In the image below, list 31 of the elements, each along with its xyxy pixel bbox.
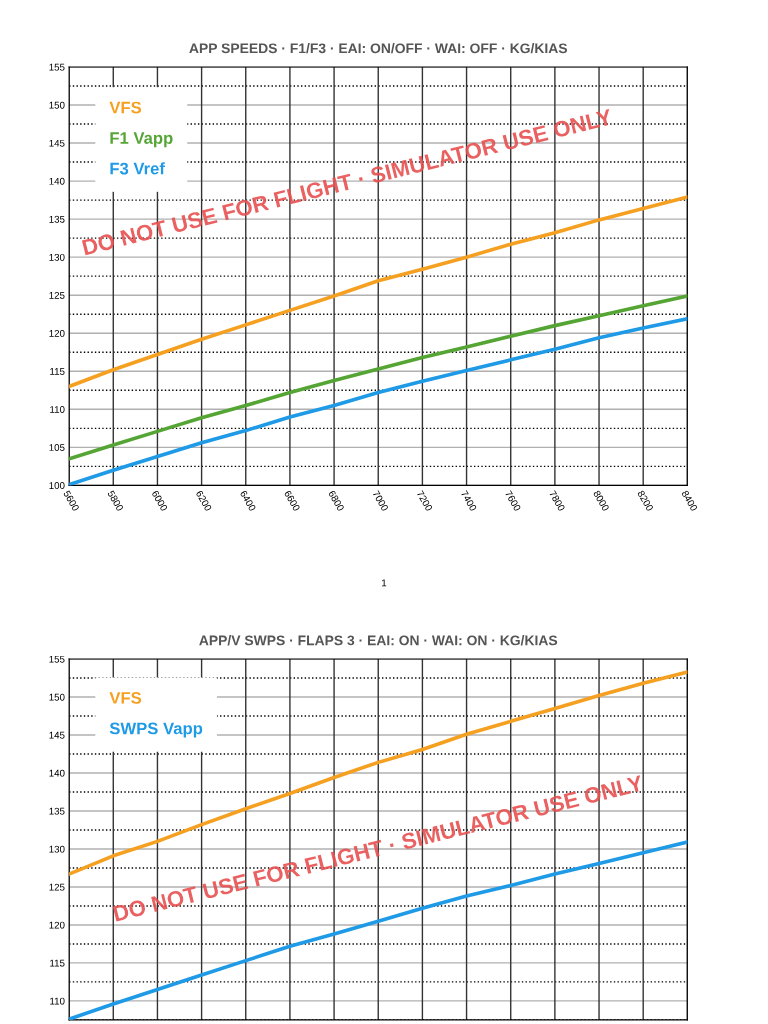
text: F1 Vapp (110, 132, 173, 148)
y-tick-label: 130 (49, 845, 65, 853)
y-tick-label: 140 (49, 769, 65, 777)
y-tick-label: 145 (49, 731, 65, 739)
y-tick-label: 130 (49, 253, 65, 261)
text: F3 Vref (110, 162, 165, 175)
y-tick-label: 155 (49, 63, 65, 71)
y-tick-label: 125 (49, 291, 65, 299)
y-tick-label: 100 (49, 482, 65, 489)
y-tick-label: 120 (49, 921, 65, 929)
y-tick-label: 115 (50, 368, 65, 375)
chart-title: APP SPEEDS · F1/F3 · EAI: ON/OFF · WAI: OFF · KG/KIAS (189, 43, 568, 54)
line-series (69, 294, 688, 461)
y-tick-label: 155 (49, 655, 65, 663)
y-tick-label: 135 (49, 807, 65, 815)
y-tick-label: 150 (49, 101, 65, 109)
text: VFS (109, 691, 142, 704)
y-tick-label: 110 (50, 997, 65, 1005)
y-tick-label: 105 (49, 444, 65, 451)
y-tick-label: 125 (49, 883, 65, 891)
y-tick-label: 110 (50, 406, 65, 413)
text: 1 (382, 579, 387, 587)
y-tick-label: 145 (49, 139, 65, 147)
y-tick-label: 120 (49, 329, 65, 337)
y-tick-label: 140 (49, 177, 65, 185)
text: SWPS Vapp (109, 722, 203, 738)
y-tick-label: 150 (49, 693, 65, 701)
text: VFS (109, 101, 142, 114)
y-tick-label: 115 (50, 959, 65, 967)
chart-title: APP/V SWPS · FLAPS 3 · EAI: ON · WAI: ON · KG/KIAS (199, 635, 558, 646)
y-tick-label: 135 (49, 215, 65, 223)
